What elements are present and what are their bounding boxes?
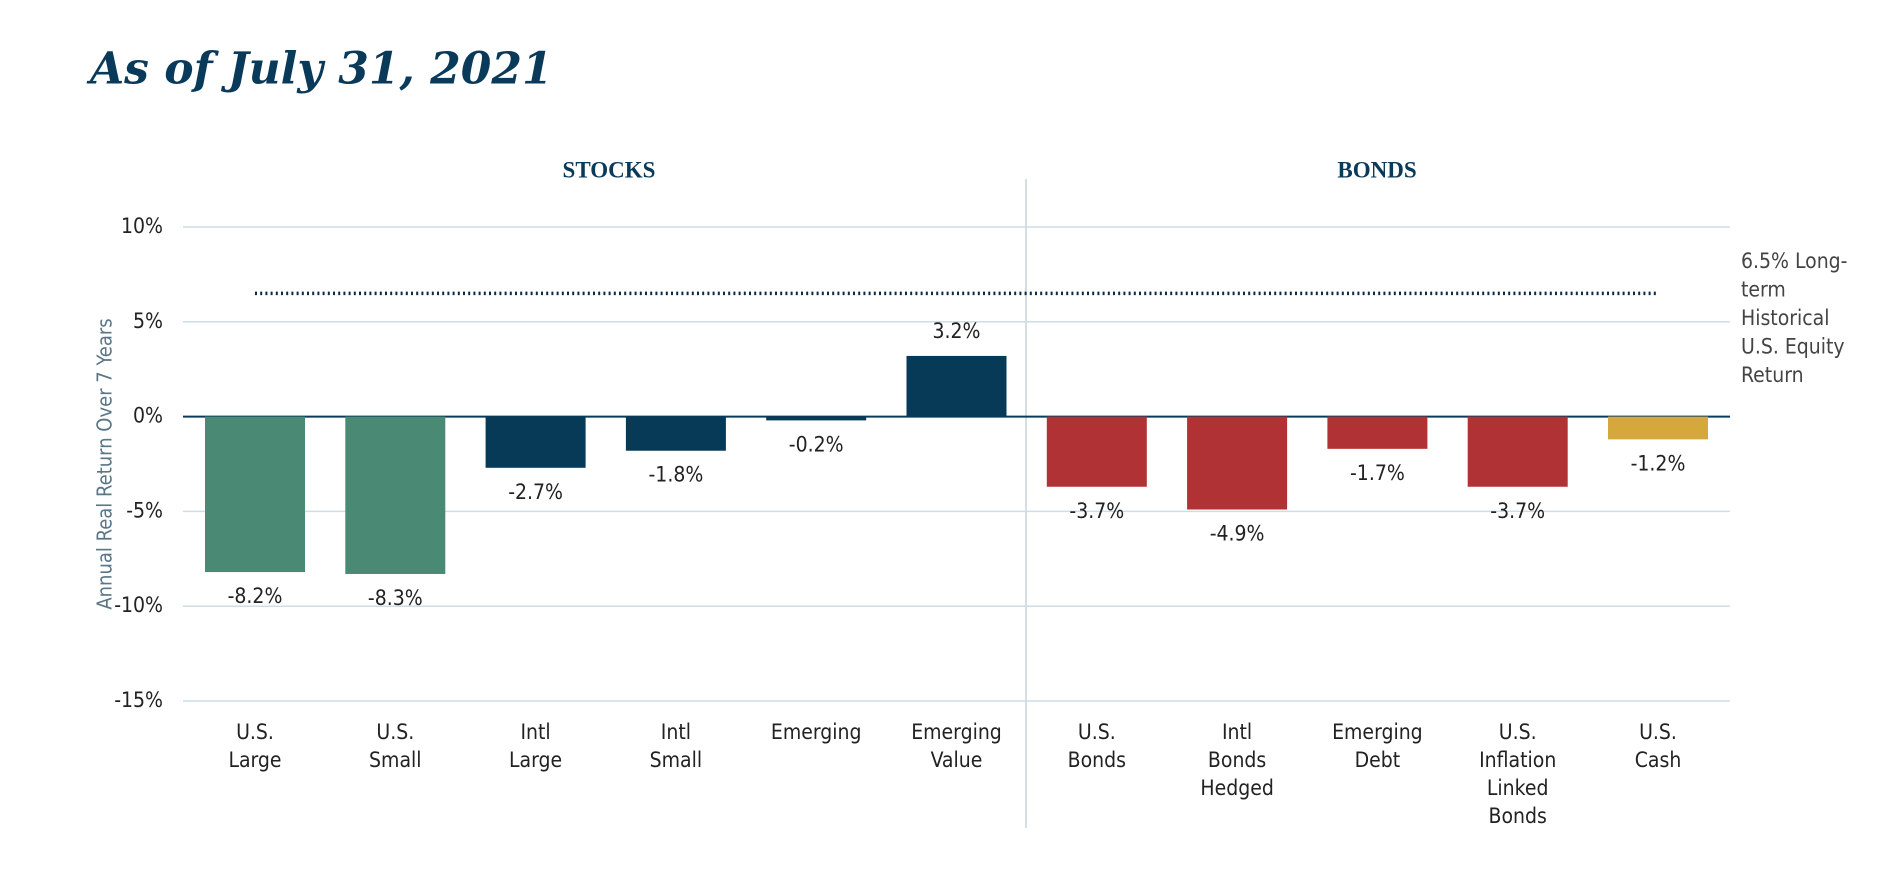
y-axis-label: Annual Real Return Over 7 Years (93, 318, 117, 609)
reference-label: U.S. Equity (1741, 335, 1845, 359)
reference-label: Historical (1741, 306, 1830, 330)
y-tick-label: 5% (133, 309, 163, 333)
bar (1327, 416, 1428, 449)
x-tick-label: U.S. (1078, 720, 1116, 744)
x-tick-label: U.S. (236, 720, 274, 744)
value-label: -1.7% (1350, 461, 1405, 485)
y-tick-label: 10% (121, 214, 163, 238)
bar (906, 355, 1007, 417)
x-tick-label: Cash (1635, 748, 1682, 772)
section-label: STOCKS (563, 157, 656, 182)
x-tick-label: Emerging (771, 720, 862, 744)
bar (625, 416, 726, 451)
value-label: -2.7% (508, 480, 563, 504)
x-tick-label: U.S. (1639, 720, 1677, 744)
x-tick-label: Small (650, 748, 702, 772)
x-tick-label: Small (369, 748, 421, 772)
y-tick-label: 0% (133, 404, 163, 428)
x-tick-label: Large (509, 748, 562, 772)
value-label: -0.2% (789, 432, 844, 456)
x-tick-label: Large (228, 748, 281, 772)
bar (1608, 416, 1708, 440)
x-tick-label: Intl (520, 720, 550, 744)
x-tick-label: Hedged (1200, 776, 1273, 800)
x-tick-label: Intl (661, 720, 691, 744)
reference-label: term (1741, 278, 1786, 302)
bar (1046, 416, 1147, 487)
reference-label: Return (1741, 363, 1804, 387)
x-tick-label: U.S. (1499, 720, 1537, 744)
x-tick-label: Emerging (1332, 720, 1423, 744)
value-label: -3.7% (1069, 499, 1124, 523)
reference-label: 6.5% Long- (1741, 249, 1848, 273)
chart-title: As of July 31, 2021 (86, 44, 553, 95)
value-label: -8.2% (228, 584, 283, 608)
x-tick-label: Bonds (1068, 748, 1126, 772)
value-label: -1.8% (648, 463, 703, 487)
x-tick-label: Debt (1355, 748, 1401, 772)
x-tick-label: Inflation (1479, 748, 1556, 772)
x-tick-label: Bonds (1489, 804, 1547, 828)
bar (766, 416, 867, 421)
y-tick-label: -10% (114, 593, 163, 617)
x-tick-label: Bonds (1208, 748, 1266, 772)
x-tick-label: Emerging (911, 720, 1002, 744)
x-tick-label: U.S. (376, 720, 414, 744)
x-tick-label: Linked (1487, 776, 1549, 800)
value-label: -1.2% (1631, 451, 1686, 475)
bar (485, 416, 586, 468)
bar (345, 416, 446, 574)
value-label: -4.9% (1210, 522, 1265, 546)
section-label: BONDS (1337, 157, 1416, 182)
value-label: -8.3% (368, 586, 423, 610)
x-tick-label: Intl (1222, 720, 1252, 744)
y-tick-label: -5% (126, 498, 163, 522)
y-tick-label: -15% (114, 688, 163, 712)
bar (1187, 416, 1288, 510)
value-label: 3.2% (933, 319, 981, 343)
x-tick-label: Value (931, 748, 983, 772)
bar (1467, 416, 1568, 487)
bar (205, 416, 305, 573)
value-label: -3.7% (1490, 499, 1545, 523)
